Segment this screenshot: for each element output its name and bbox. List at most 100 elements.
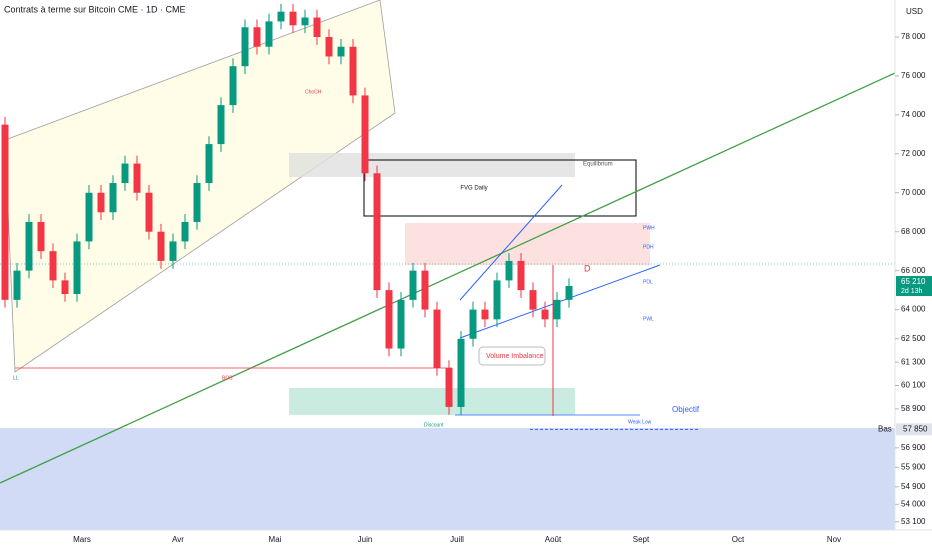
- y-tick-label: 70 000: [901, 188, 926, 197]
- y-tick-label: 68 000: [901, 227, 926, 236]
- annotation: D: [584, 263, 591, 273]
- annotation: PWL: [643, 316, 654, 322]
- candle-body: [169, 241, 177, 261]
- low-tag-text: Bas: [878, 424, 892, 433]
- candle-body: [157, 231, 165, 261]
- candle-body: [109, 183, 117, 213]
- candle-body: [265, 21, 273, 47]
- x-tick-label: Avr: [172, 535, 184, 544]
- callout: [478, 346, 546, 366]
- x-tick-label: Mars: [73, 535, 91, 544]
- wedge-high: [459, 184, 563, 301]
- currency: USD: [906, 7, 923, 16]
- countdown: 2d 13h: [901, 288, 923, 295]
- y-tick-label: 60 100: [901, 381, 926, 390]
- candle-body: [445, 368, 453, 407]
- candle-body: [277, 11, 285, 22]
- candle-body: [313, 17, 321, 37]
- candle-body: [25, 221, 33, 271]
- annotation: Volume Imbalance: [486, 353, 544, 360]
- candles: [1, 3, 573, 415]
- x-tick-label: Oct: [732, 535, 745, 544]
- candle-body: [421, 270, 429, 310]
- candle-body: [97, 192, 105, 213]
- annotation: ChoCH: [305, 89, 322, 95]
- annotation: Weak Low: [628, 419, 652, 425]
- candle-body: [301, 17, 309, 26]
- candle-body: [85, 192, 93, 242]
- candle-body: [517, 260, 525, 291]
- candle-body: [217, 105, 225, 145]
- y-tick-label: 74 000: [901, 110, 926, 119]
- chart-title: Contrats à terme sur Bitcoin CME · 1D · …: [4, 4, 186, 14]
- fvg-box: [363, 159, 637, 217]
- candle-body: [61, 280, 69, 295]
- x-tick-label: Nov: [827, 535, 841, 544]
- candle-body: [373, 173, 381, 291]
- annotation: Discount: [424, 422, 444, 428]
- x-tick-label: Mai: [269, 535, 282, 544]
- candle-body: [565, 286, 573, 300]
- low-tag: [896, 423, 932, 436]
- candle-body: [349, 46, 357, 96]
- price-label: 65 210: [901, 277, 926, 286]
- y-tick-label: 72 000: [901, 149, 926, 158]
- candle-body: [37, 221, 45, 252]
- candle-body: [433, 309, 441, 369]
- blue-zone: [0, 428, 895, 530]
- candle-body: [457, 338, 465, 407]
- candle-body: [49, 251, 57, 281]
- y-tick-label: 62 500: [901, 334, 926, 343]
- y-tick-label: 78 000: [901, 32, 926, 41]
- candle-body: [73, 241, 81, 295]
- price-tag: [896, 276, 932, 297]
- annotation: BOS: [222, 375, 233, 381]
- annotation: PDL: [643, 279, 653, 285]
- y-tick-label: 54 900: [901, 482, 926, 491]
- discount-zone: [289, 388, 575, 415]
- x-tick-label: Sept: [633, 535, 650, 544]
- y-tick-label: 61 300: [901, 357, 926, 366]
- candle-body: [325, 36, 333, 57]
- candle-body: [181, 221, 189, 242]
- y-tick-label: 76 000: [901, 71, 926, 80]
- candle-body: [505, 260, 513, 281]
- candle-body: [133, 163, 141, 193]
- candle-body: [553, 299, 561, 320]
- candle-body: [253, 27, 261, 47]
- x-tick-label: Juin: [358, 535, 373, 544]
- candle-body: [361, 95, 369, 174]
- y-tick-label: 55 900: [901, 462, 926, 471]
- candle-body: [529, 290, 537, 310]
- y-tick-label: 53 100: [901, 517, 926, 526]
- trend-line: [0, 72, 895, 484]
- annotation: Objectif: [672, 405, 700, 414]
- y-tick-label: 56 900: [901, 443, 926, 452]
- equilibrium-zone: [289, 153, 575, 177]
- candle-body: [229, 66, 237, 106]
- x-tick-label: Juill: [450, 535, 464, 544]
- candle-body: [289, 11, 297, 26]
- candle-body: [493, 280, 501, 320]
- y-tick-label: 54 000: [901, 499, 926, 508]
- annotation: Equilibrium: [583, 162, 613, 168]
- annotation: FVG Daily: [460, 186, 487, 192]
- annotation: PDH: [643, 244, 654, 250]
- candle-body: [145, 192, 153, 232]
- annotation: PWH: [643, 225, 655, 231]
- candle-body: [385, 290, 393, 349]
- candle-body: [469, 309, 477, 339]
- candle-body: [337, 46, 345, 57]
- y-tick-label: 66 000: [901, 266, 926, 275]
- candle-body: [241, 27, 249, 67]
- annotation: LL: [13, 375, 19, 381]
- candle-body: [193, 183, 201, 222]
- candle-body: [541, 309, 549, 320]
- low-label: 57 850: [903, 424, 928, 433]
- drawings: [0, 0, 895, 530]
- y-tick-label: 58 900: [901, 404, 926, 413]
- candle-body: [13, 270, 21, 300]
- candle-body: [397, 299, 405, 349]
- candle-body: [1, 124, 9, 300]
